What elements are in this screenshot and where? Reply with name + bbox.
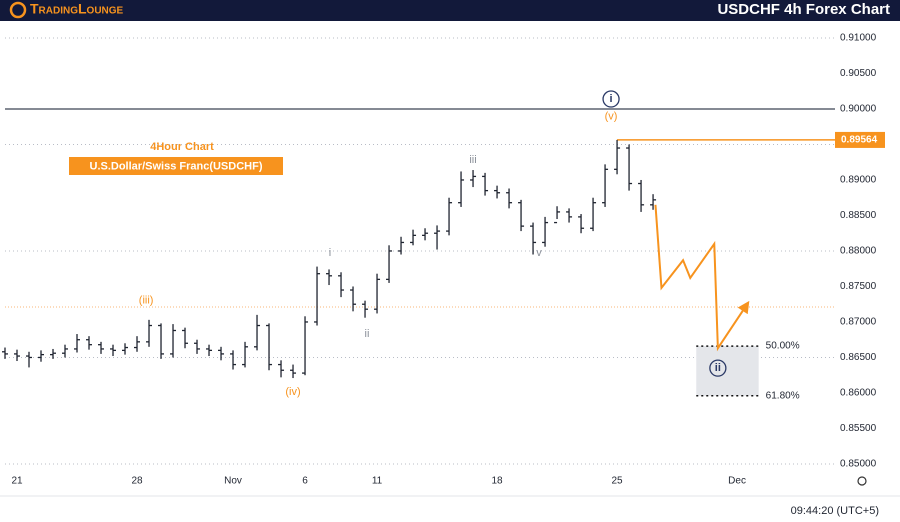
fib-zone xyxy=(696,346,759,396)
instrument-box xyxy=(69,157,283,175)
y-tick-label: 0.86500 xyxy=(840,352,877,363)
wave-label: ii xyxy=(715,362,721,374)
price-tag xyxy=(835,131,885,148)
logo-icon xyxy=(9,1,27,19)
x-tick-label: Nov xyxy=(224,476,242,487)
fib-label: 50.00% xyxy=(766,341,800,352)
wave-label: i xyxy=(329,247,331,259)
wave-label: (iv) xyxy=(285,386,300,398)
chart-subtitle: 4Hour Chart xyxy=(150,141,214,153)
x-tick-label: 28 xyxy=(131,476,143,487)
y-tick-label: 0.85500 xyxy=(840,423,877,434)
settings-icon[interactable] xyxy=(857,476,867,486)
y-tick-label: 0.87000 xyxy=(840,317,877,328)
x-tick-label: 6 xyxy=(302,476,308,487)
y-tick-label: 0.88000 xyxy=(840,246,877,257)
y-tick-label: 0.88500 xyxy=(840,210,877,221)
x-tick-label: 25 xyxy=(611,476,623,487)
wave-circle xyxy=(602,90,620,108)
y-tick-label: 0.85000 xyxy=(840,459,877,470)
wave-label: (v) xyxy=(605,111,618,123)
projection-path xyxy=(654,204,750,352)
header-bar xyxy=(0,0,900,21)
fib-label: 61.80% xyxy=(766,390,800,401)
wave-label: v xyxy=(536,247,542,259)
y-tick-label: 0.87500 xyxy=(840,281,877,292)
y-tick-label: 0.86000 xyxy=(840,388,877,399)
x-tick-label: 18 xyxy=(491,476,503,487)
y-tick-label: 0.89000 xyxy=(840,175,877,186)
x-tick-label: 11 xyxy=(372,476,383,487)
page-title: USDCHF 4h Forex Chart xyxy=(717,1,890,18)
y-tick-label: 0.90000 xyxy=(840,104,877,115)
wave-label: ii xyxy=(365,328,370,340)
logo: TradingLounge xyxy=(30,1,124,17)
x-tick-label: 21 xyxy=(11,476,23,487)
y-tick-label: 0.90500 xyxy=(840,68,877,79)
x-tick-label: Dec xyxy=(728,476,746,487)
wave-label: iii xyxy=(469,154,476,166)
instrument-name: U.S.Dollar/Swiss Franc(USDCHF) xyxy=(90,160,263,172)
wave-label: (iii) xyxy=(139,295,154,307)
y-tick-label: 0.91000 xyxy=(840,33,877,44)
wave-circle xyxy=(709,359,727,377)
wave-label: i xyxy=(610,93,613,105)
price-tag-label: 0.89564 xyxy=(841,135,878,146)
clock: 09:44:20 (UTC+5) xyxy=(791,505,879,517)
